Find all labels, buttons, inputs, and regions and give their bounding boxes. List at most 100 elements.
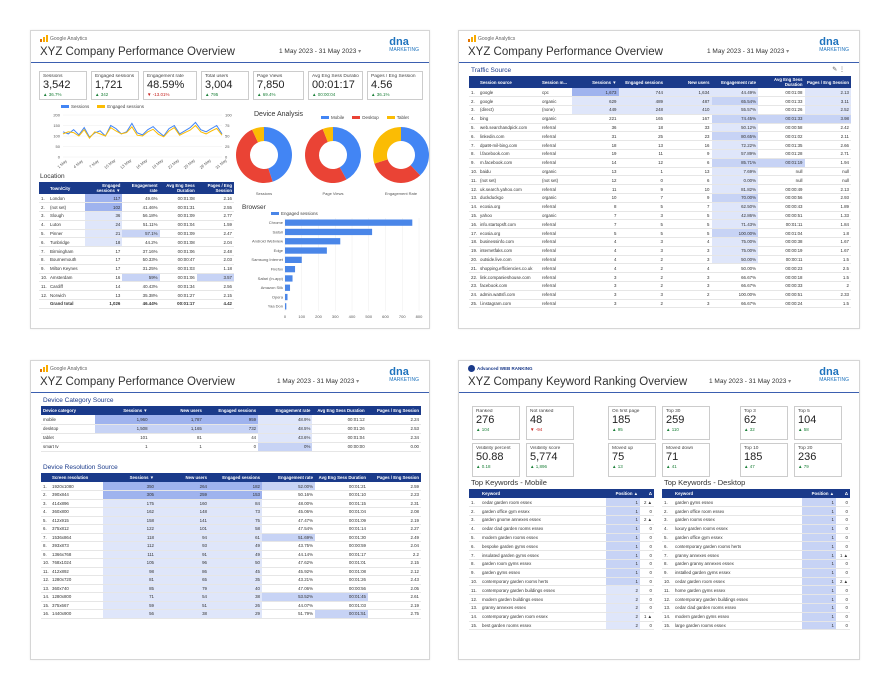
- table-cell: garden gnome annexes essex: [480, 515, 606, 525]
- table-cell: 9.: [41, 550, 50, 559]
- table-row: 14. 1280x800 71 54 38 53.52% 00:01:45 2.61: [41, 592, 421, 602]
- table-cell: contemporary garden buildings essex: [480, 585, 606, 596]
- column-header[interactable]: New users: [156, 473, 209, 482]
- column-header[interactable]: New users: [665, 76, 712, 88]
- table-cell: garden office gym essex: [480, 506, 606, 517]
- table-cell: 1: [606, 506, 640, 517]
- table-cell: 73: [209, 507, 262, 517]
- column-header[interactable]: Pages / Eng Session: [368, 473, 421, 482]
- date-range-picker[interactable]: 1 May 2023 - 31 May 2023 ▾: [277, 378, 360, 385]
- table-row: 11. 412x892 98 86 45 45.92% 00:01:08 2.12: [41, 567, 421, 576]
- kpi-label: Page Views: [257, 74, 283, 79]
- column-header[interactable]: New users: [149, 406, 204, 415]
- table-cell: 5: [665, 228, 712, 239]
- column-header[interactable]: Δ: [640, 489, 654, 498]
- table-row: 7. insulated garden gyms essex 1 0: [469, 550, 654, 561]
- column-header[interactable]: Avg Eng Sess Duration: [315, 473, 368, 482]
- column-header[interactable]: Engaged sessions ▼: [85, 182, 123, 194]
- column-header[interactable]: Position ▲: [802, 489, 836, 498]
- table-cell: home garden gyms essex: [673, 585, 802, 596]
- column-header[interactable]: Town/City: [48, 182, 86, 194]
- date-range-picker[interactable]: 1 May 2023 - 31 May 2023 ▾: [279, 48, 362, 55]
- column-header[interactable]: Avg Eng Sess Duration: [159, 182, 197, 194]
- column-header[interactable]: Avg Eng Sess Duration: [312, 406, 367, 415]
- table-row: 16. info.startopsft.com referral 7 5 5 71.43% 0…: [469, 219, 851, 230]
- table-cell: 7: [618, 193, 665, 203]
- table-cell: 45.92%: [262, 567, 315, 576]
- column-header[interactable]: Engaged sessions: [203, 406, 259, 415]
- column-header[interactable]: Engagement rate: [711, 76, 758, 88]
- table-cell: 2: [606, 603, 640, 613]
- x-tick-label: 10 May: [103, 158, 116, 170]
- kpi-card: Moved down 71 ▲ 41: [662, 443, 710, 477]
- column-header[interactable]: Position ▲: [606, 489, 640, 498]
- table-cell: 35: [209, 575, 262, 585]
- column-header[interactable]: Pages / Eng Session: [366, 406, 421, 415]
- category-label: Firefox: [271, 266, 283, 271]
- column-header[interactable]: Engaged sessions: [618, 76, 665, 88]
- pie-slice: [322, 127, 333, 142]
- edit-icon[interactable]: ✎: [832, 67, 838, 73]
- kpi-card: Engagement rate 48.59% ▼ -13.01%: [143, 71, 197, 100]
- table-cell: 264: [156, 482, 209, 491]
- table-cell: 2: [606, 594, 640, 605]
- column-header[interactable]: Sessions ▼: [103, 473, 156, 482]
- table-cell: 182: [209, 482, 262, 491]
- column-header[interactable]: Pages / Eng Session: [804, 76, 851, 88]
- column-header[interactable]: Screen resolution: [50, 473, 103, 482]
- table-cell: 00:01:06: [159, 273, 197, 283]
- kpi-delta: ▲ 795: [205, 91, 219, 97]
- table-cell: 0: [836, 568, 850, 578]
- table-cell: 00:01:03: [159, 264, 197, 274]
- column-header[interactable]: Session source: [478, 76, 540, 88]
- table-cell: modern garden buildings essex: [480, 594, 606, 605]
- table-cell: 2.47: [196, 229, 234, 239]
- table-cell: 49: [209, 541, 262, 551]
- column-header[interactable]: Engaged sessions: [209, 473, 262, 482]
- table-cell: internetfaks.com: [478, 246, 540, 256]
- table-cell: 51: [156, 601, 209, 610]
- table-cell: facebook.com: [478, 281, 540, 291]
- date-range-picker[interactable]: 1 May 2023 - 31 May 2023 ▾: [709, 378, 792, 385]
- column-header[interactable]: Pages / Eng Session: [196, 182, 234, 194]
- table-cell: 4: [572, 263, 619, 274]
- column-header[interactable]: Device category: [41, 406, 96, 415]
- table-cell: 00:01:30: [315, 533, 368, 542]
- table-row: 21. shopping.efficiencies.co.uk referral 4 2…: [469, 263, 851, 274]
- table-cell: 5: [572, 228, 619, 239]
- table-cell: granny annexes essex: [673, 550, 802, 561]
- table-cell: 14.: [41, 592, 50, 602]
- table-cell: 1: [802, 621, 836, 631]
- column-header[interactable]: Δ: [836, 489, 850, 498]
- device-category-table: Device category Sessions ▼ New users Engage…: [41, 406, 421, 452]
- table-cell: 1.: [469, 498, 480, 508]
- pie-slice: [305, 128, 347, 183]
- column-header[interactable]: Avg Eng Sess Duration: [758, 76, 805, 88]
- bar: [285, 266, 296, 273]
- x-tick-label: 200: [315, 314, 322, 319]
- table-cell: luxury garden rooms essex: [673, 524, 802, 534]
- column-header[interactable]: Engagement rate: [262, 473, 315, 482]
- date-range-picker[interactable]: 1 May 2023 - 31 May 2023 ▾: [707, 48, 790, 55]
- x-tick-label: 19 May: [151, 158, 164, 170]
- table-cell: modern garden gyms essex: [673, 612, 802, 622]
- column-header[interactable]: Keyword: [673, 489, 802, 498]
- column-header[interactable]: Session m...: [540, 76, 572, 88]
- column-header[interactable]: Sessions ▼: [95, 406, 150, 415]
- table-cell: 6: [665, 175, 712, 186]
- column-header[interactable]: Engagement rate: [258, 406, 313, 415]
- column-header[interactable]: Engagement rate: [122, 182, 160, 194]
- more-icon[interactable]: ⋮: [839, 67, 845, 73]
- table-cell: 66.67%: [711, 281, 758, 291]
- desktop-keywords-table: Keyword Position ▲ Δ 1. garden gyms essex 1 0 2…: [662, 489, 850, 631]
- table-cell: 350: [103, 482, 156, 491]
- table-cell: 117: [85, 194, 123, 204]
- chevron-down-icon: ▾: [786, 49, 790, 55]
- table-cell: 15.: [469, 621, 480, 631]
- total-cell: 46.44%: [122, 299, 160, 309]
- table-cell: referral: [540, 131, 572, 142]
- table-cell: 11.: [39, 281, 48, 292]
- x-tick-label: 28 May: [199, 158, 212, 170]
- column-header[interactable]: Sessions ▼: [572, 76, 619, 88]
- column-header[interactable]: Keyword: [480, 489, 606, 498]
